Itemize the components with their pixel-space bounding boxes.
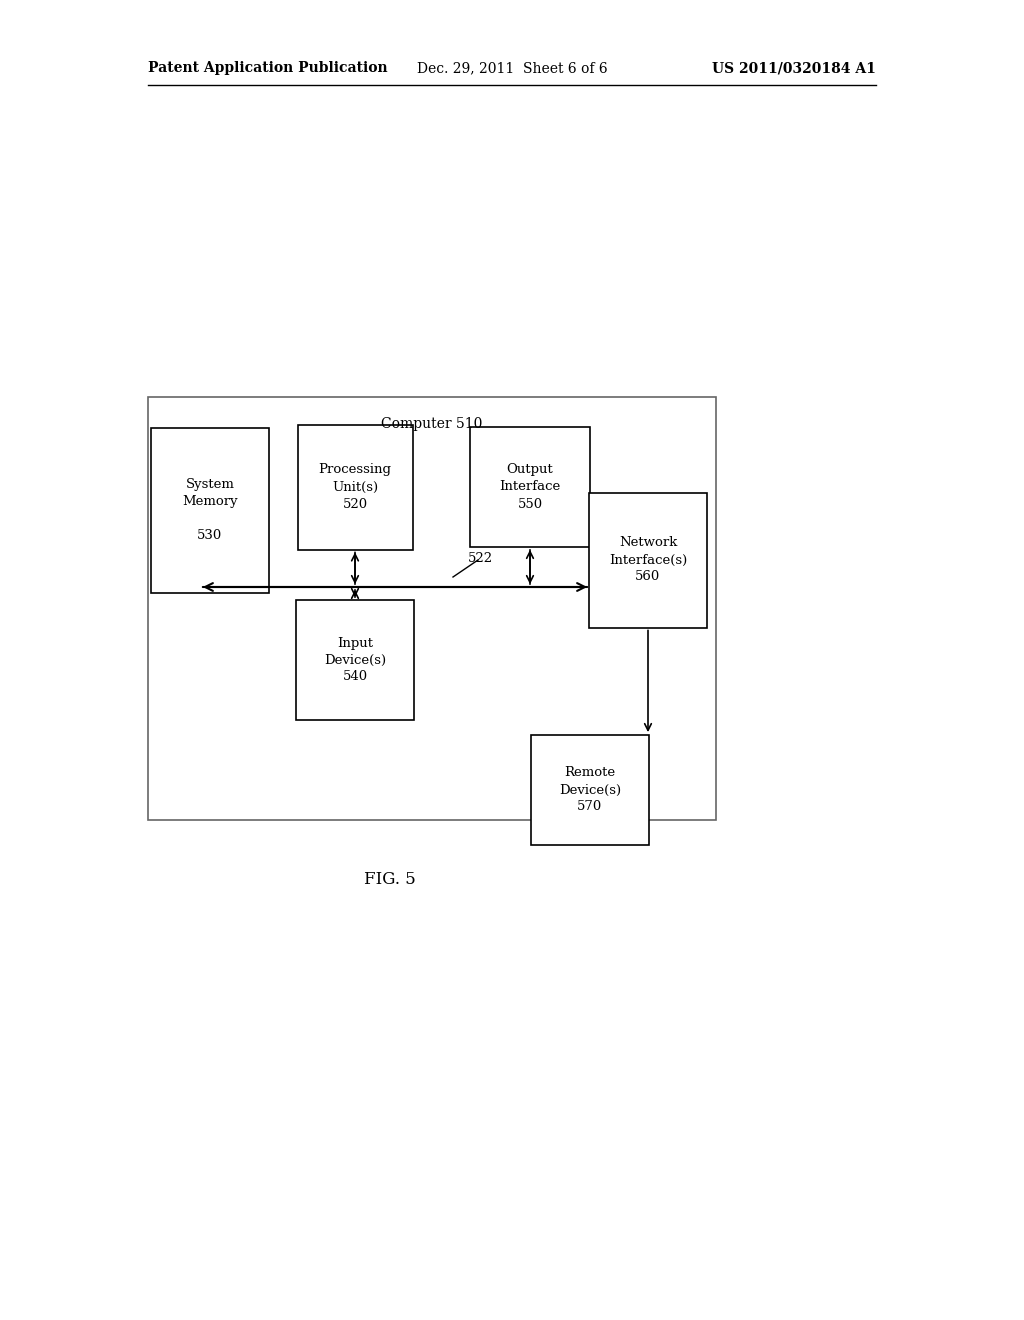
Text: Network
Interface(s)
560: Network Interface(s) 560 [609, 536, 687, 583]
Bar [470, 426, 590, 546]
Bar [151, 428, 269, 593]
Text: Processing
Unit(s)
520: Processing Unit(s) 520 [318, 463, 391, 511]
Text: Remote
Device(s)
570: Remote Device(s) 570 [559, 767, 622, 813]
Bar [148, 397, 716, 820]
Bar [298, 425, 413, 549]
Text: Output
Interface
550: Output Interface 550 [500, 463, 560, 511]
Bar [296, 601, 414, 719]
Text: 522: 522 [468, 552, 494, 565]
Text: Computer 510: Computer 510 [381, 417, 482, 432]
Text: FIG. 5: FIG. 5 [365, 871, 416, 888]
Bar [589, 492, 707, 627]
Text: Input
Device(s)
540: Input Device(s) 540 [324, 636, 386, 684]
Text: Dec. 29, 2011  Sheet 6 of 6: Dec. 29, 2011 Sheet 6 of 6 [417, 61, 607, 75]
Bar [531, 735, 649, 845]
Text: Patent Application Publication: Patent Application Publication [148, 61, 388, 75]
Text: System
Memory

530: System Memory 530 [182, 478, 238, 543]
Text: US 2011/0320184 A1: US 2011/0320184 A1 [712, 61, 876, 75]
